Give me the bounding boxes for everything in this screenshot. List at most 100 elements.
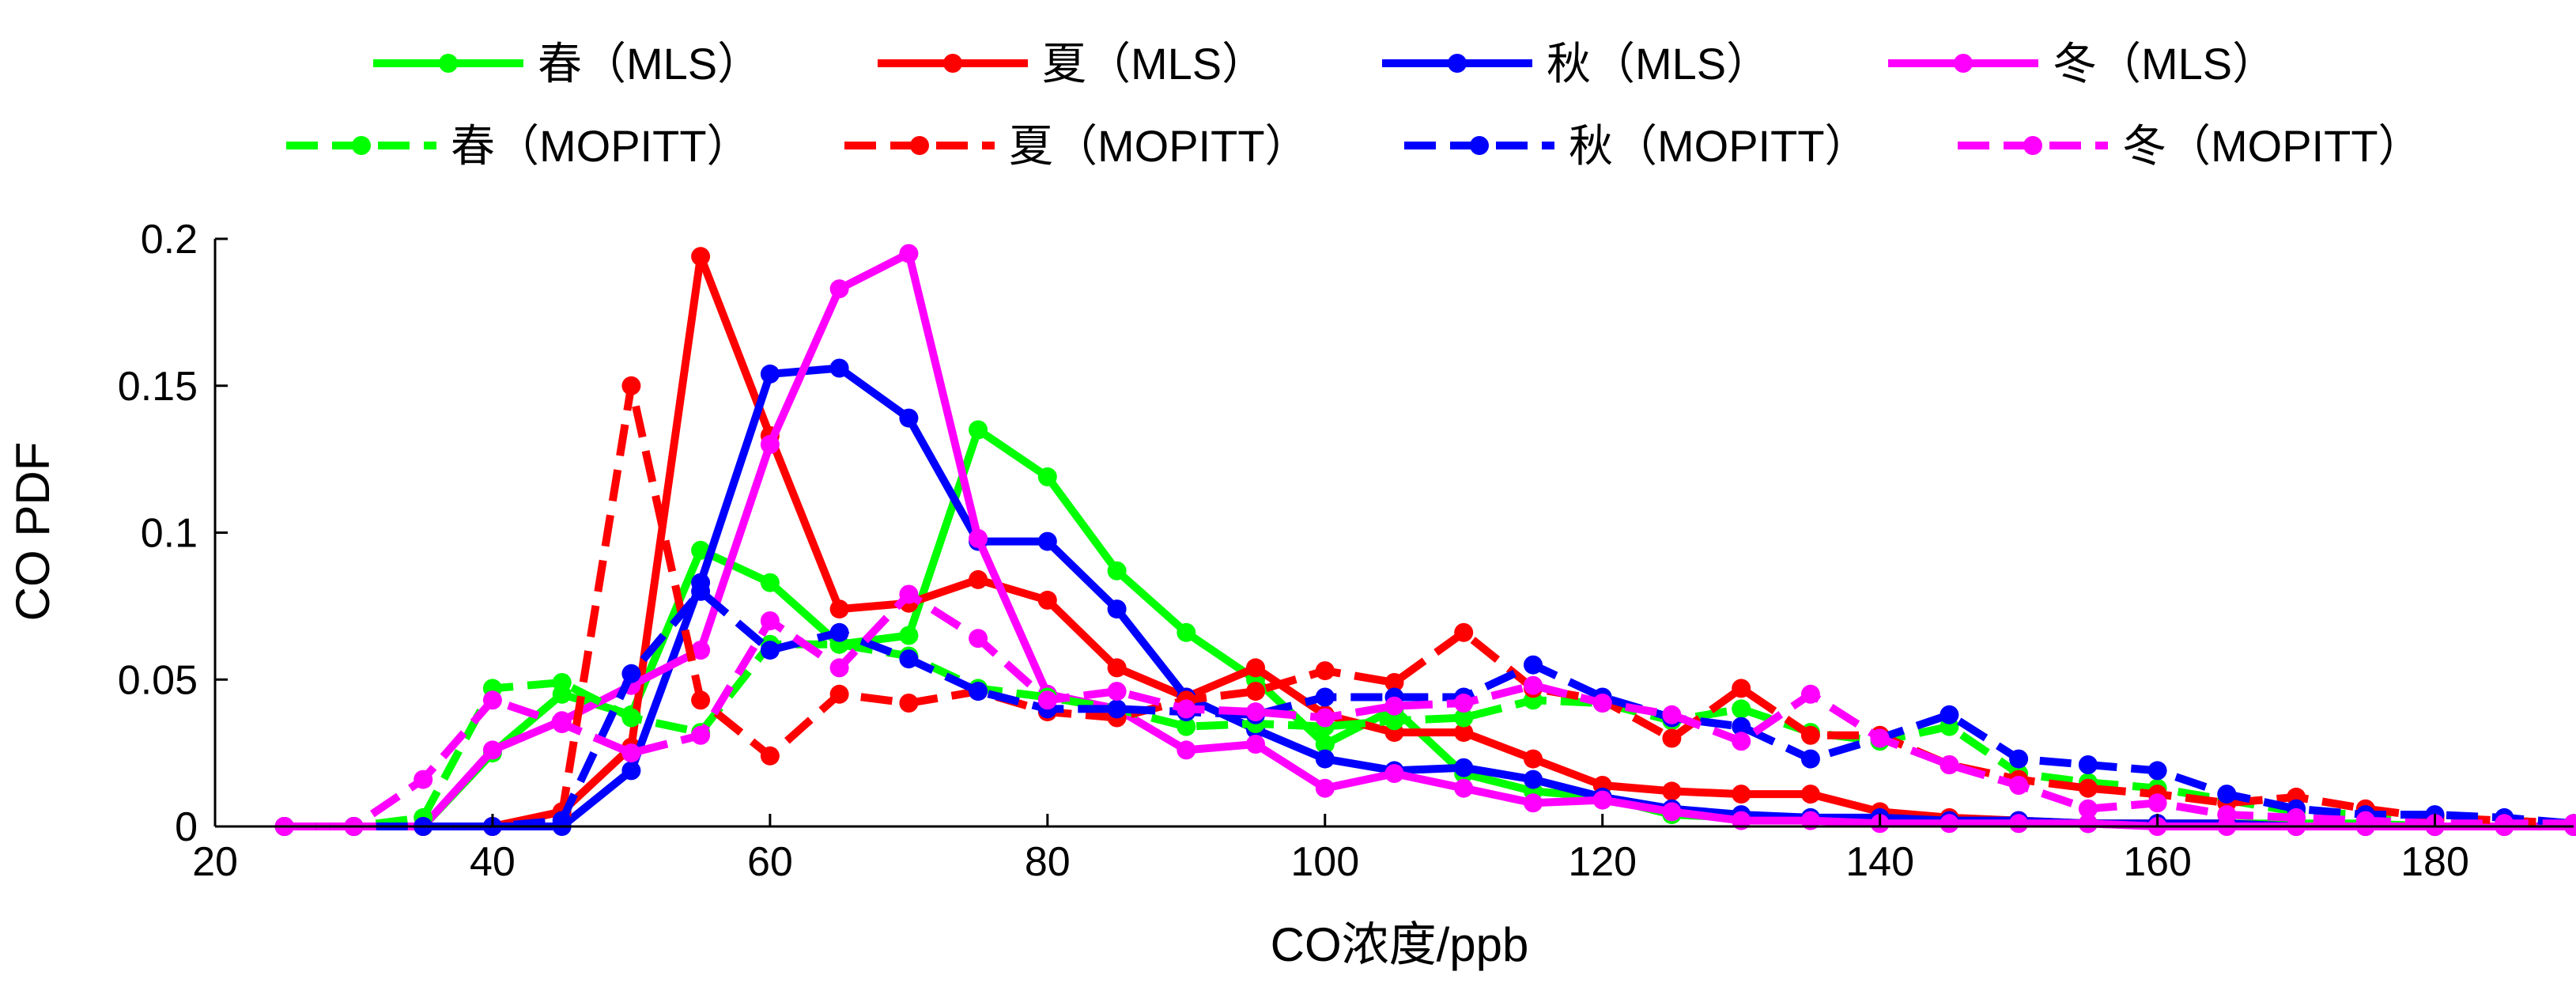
x-tick-label: 120: [1568, 839, 1637, 885]
data-point: [1940, 755, 1959, 774]
y-tick-label: 0.2: [141, 217, 198, 263]
data-point: [1662, 781, 1682, 801]
legend-marker: [439, 54, 458, 73]
legend-label: 秋（MLS）: [1547, 39, 1770, 89]
series-line: [284, 381, 2574, 830]
legend-marker: [943, 54, 962, 73]
data-point: [899, 649, 919, 669]
legend: 春（MLS） 夏（MLS） 秋（MLS） 冬（MLS） 春（MOPITT） 夏（MOPIT…: [286, 39, 2423, 171]
data-point: [1732, 717, 1751, 736]
data-point: [552, 714, 572, 733]
legend-item: 春（MLS）: [373, 39, 761, 89]
data-point: [760, 746, 780, 766]
x-tick-label: 60: [747, 839, 793, 885]
data-point: [414, 770, 433, 789]
legend-label: 夏（MLS）: [1042, 39, 1266, 89]
data-point: [1107, 599, 1127, 619]
data-point: [1524, 793, 1543, 813]
legend-marker: [1448, 54, 1467, 73]
data-point: [760, 435, 780, 454]
data-point: [1800, 785, 1820, 804]
data-point: [899, 584, 919, 604]
x-tick-label: 100: [1290, 839, 1359, 885]
x-tick-label: 160: [2123, 839, 2192, 885]
data-point: [1315, 661, 1335, 681]
data-point: [899, 694, 919, 713]
legend-label: 冬（MOPITT）: [2122, 121, 2423, 171]
data-point: [2078, 755, 2098, 774]
data-point: [899, 244, 919, 263]
data-point: [1454, 723, 1474, 743]
legend-item: 夏（MLS）: [878, 39, 1266, 89]
x-tick-label: 180: [2400, 839, 2469, 885]
data-point: [1315, 735, 1335, 754]
data-point: [1940, 814, 1959, 834]
data-point: [1384, 673, 1404, 692]
data-point: [2078, 799, 2098, 819]
data-point: [829, 684, 849, 704]
data-point: [1732, 699, 1751, 719]
y-tick-label: 0: [175, 804, 198, 850]
data-point: [621, 376, 641, 395]
data-point: [1732, 679, 1751, 698]
data-point: [760, 364, 780, 384]
data-point: [1246, 702, 1265, 722]
data-point: [899, 626, 919, 645]
data-point: [1800, 749, 1820, 769]
data-point: [1454, 708, 1474, 728]
x-tick-label: 40: [470, 839, 516, 885]
data-point: [2009, 776, 2029, 795]
data-point: [969, 682, 988, 701]
legend-label: 夏（MOPITT）: [1009, 121, 1309, 171]
legend-item: 秋（MOPITT）: [1404, 121, 1869, 171]
data-point: [829, 599, 849, 619]
data-point: [2217, 785, 2237, 804]
legend-label: 春（MOPITT）: [451, 121, 751, 171]
legend-marker: [910, 136, 929, 155]
data-point: [829, 622, 849, 642]
data-point: [1177, 622, 1196, 642]
data-point: [1662, 802, 1682, 822]
data-point: [1454, 778, 1474, 798]
series-line: [284, 640, 2574, 830]
data-point: [2078, 778, 2098, 798]
data-point: [1315, 708, 1335, 728]
data-point: [1454, 758, 1474, 777]
x-tick-label: 80: [1025, 839, 1071, 885]
data-point: [482, 690, 502, 710]
data-point: [969, 420, 988, 440]
data-point: [829, 658, 849, 678]
data-point: [829, 358, 849, 378]
legend-item: 秋（MLS）: [1382, 39, 1770, 89]
data-point: [1315, 778, 1335, 798]
axes: 20 40 60 80 100 120 140 160 180 0 0.05 0.1 0.15 0.2: [118, 217, 2574, 885]
data-point: [621, 664, 641, 683]
data-point: [691, 690, 711, 710]
data-point: [691, 725, 711, 745]
legend-label: 春（MLS）: [538, 39, 761, 89]
x-tick-label: 140: [1845, 839, 1914, 885]
data-point: [552, 673, 572, 692]
data-point: [1246, 658, 1265, 678]
data-point: [1524, 675, 1543, 695]
data-point: [482, 740, 502, 760]
data-point: [1384, 696, 1404, 716]
legend-item: 冬（MLS）: [1888, 39, 2276, 89]
data-point: [1732, 732, 1751, 751]
data-point: [2217, 805, 2237, 825]
data-point: [691, 581, 711, 601]
data-point: [621, 743, 641, 763]
data-point: [969, 528, 988, 548]
series-line: [284, 587, 2574, 830]
data-point: [1177, 717, 1196, 736]
data-point: [1315, 749, 1335, 769]
data-point: [1037, 690, 1057, 710]
data-point: [829, 279, 849, 299]
y-tick-label: 0.05: [118, 657, 198, 703]
legend-item: 冬（MOPITT）: [1958, 121, 2423, 171]
data-point: [1246, 682, 1265, 701]
series-line: [284, 590, 2574, 830]
data-point: [2287, 807, 2306, 827]
data-point: [1592, 790, 1612, 810]
data-point: [1384, 764, 1404, 784]
